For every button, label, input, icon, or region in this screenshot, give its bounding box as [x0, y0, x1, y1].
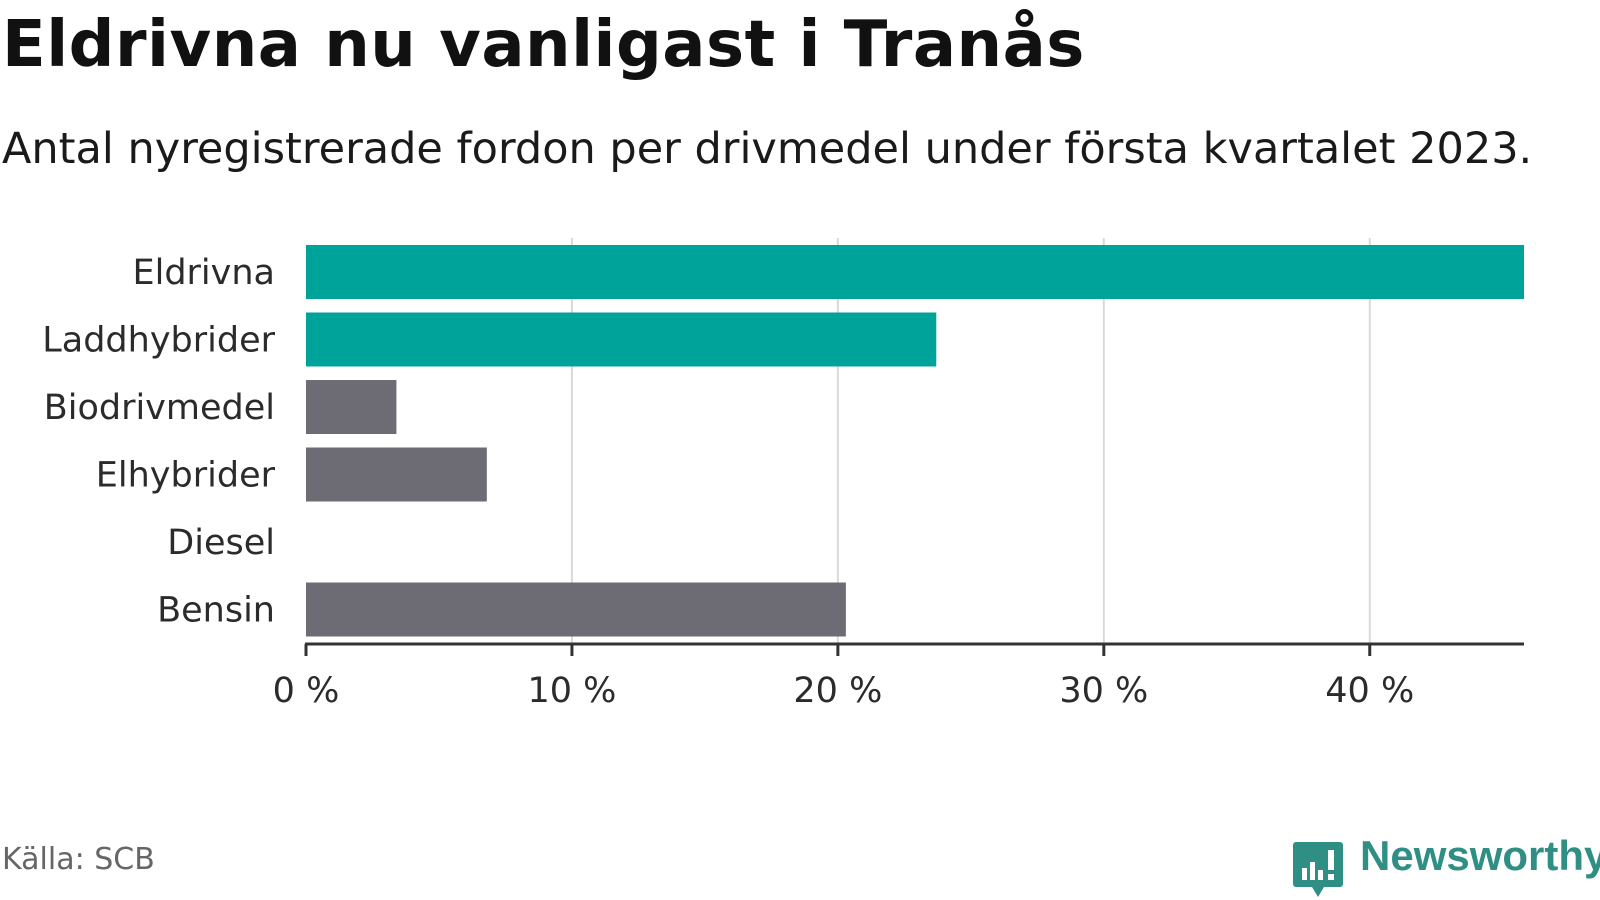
bar	[306, 447, 487, 502]
bar-chart: Eldrivna Laddhybrider Biodrivmedel Elhybrid…	[42, 238, 1524, 711]
source-note: Källa: SCB	[2, 842, 155, 877]
category-label: Diesel	[167, 523, 275, 563]
category-label: Elhybrider	[96, 456, 276, 496]
x-tick-label: 40 %	[1325, 671, 1414, 711]
x-tick-label: 0 %	[273, 671, 340, 711]
brand-name: Newsworthy	[1360, 832, 1600, 879]
x-tick-label: 10 %	[527, 671, 616, 711]
bar	[306, 582, 846, 637]
category-label: Biodrivmedel	[44, 388, 275, 428]
category-label: Laddhybrider	[42, 321, 275, 361]
category-label: Eldrivna	[132, 253, 275, 293]
bar	[306, 380, 397, 434]
chart-title: Eldrivna nu vanligast i Tranås	[2, 8, 1085, 82]
bar	[306, 312, 937, 367]
x-tick-label: 30 %	[1059, 671, 1148, 711]
category-label: Bensin	[157, 591, 275, 631]
bar	[306, 245, 1524, 299]
newsworthy-logo-icon	[1293, 842, 1343, 897]
x-tick-label: 20 %	[793, 671, 882, 711]
chart-subtitle: Antal nyregistrerade fordon per drivmede…	[2, 124, 1533, 174]
